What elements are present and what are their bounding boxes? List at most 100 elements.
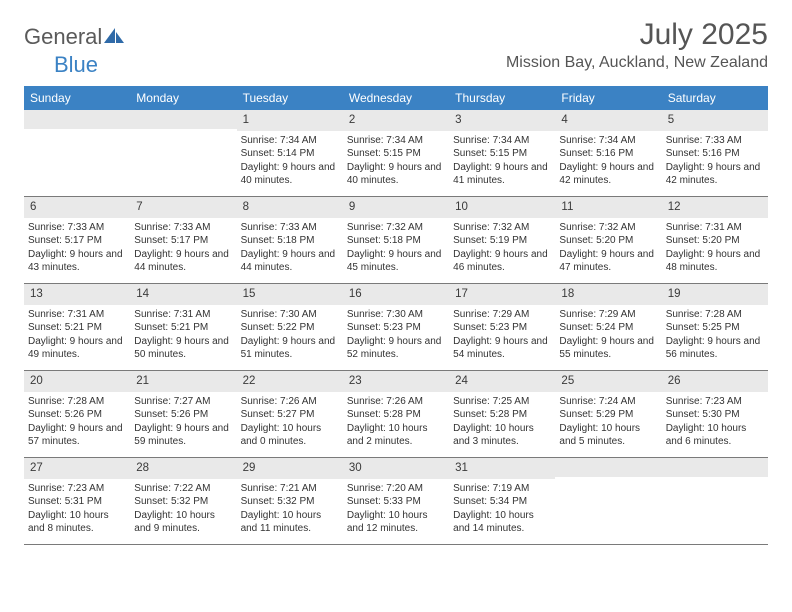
sunrise-text: Sunrise: 7:32 AM	[453, 221, 551, 235]
day-cell: 8Sunrise: 7:33 AMSunset: 5:18 PMDaylight…	[237, 197, 343, 283]
day-number: 29	[237, 458, 343, 479]
daylight-text: Daylight: 10 hours and 9 minutes.	[134, 509, 232, 536]
sunset-text: Sunset: 5:19 PM	[453, 234, 551, 248]
sunset-text: Sunset: 5:26 PM	[28, 408, 126, 422]
day-cell: 4Sunrise: 7:34 AMSunset: 5:16 PMDaylight…	[555, 110, 661, 196]
week-row: 1Sunrise: 7:34 AMSunset: 5:14 PMDaylight…	[24, 110, 768, 197]
weekday-header: Sunday Monday Tuesday Wednesday Thursday…	[24, 86, 768, 110]
daylight-text: Daylight: 9 hours and 48 minutes.	[666, 248, 764, 275]
sunrise-text: Sunrise: 7:25 AM	[453, 395, 551, 409]
day-cell: 18Sunrise: 7:29 AMSunset: 5:24 PMDayligh…	[555, 284, 661, 370]
sunset-text: Sunset: 5:31 PM	[28, 495, 126, 509]
sunrise-text: Sunrise: 7:30 AM	[241, 308, 339, 322]
day-cell: 28 Sunrise: 7:22 AMSunset: 5:32 PMDayligh…	[130, 458, 236, 544]
daylight-text: Daylight: 10 hours and 8 minutes.	[28, 509, 126, 536]
day-number: 3	[449, 110, 555, 131]
day-cell: 1Sunrise: 7:34 AMSunset: 5:14 PMDaylight…	[237, 110, 343, 196]
daylight-text: Daylight: 9 hours and 50 minutes.	[134, 335, 232, 362]
logo: General	[24, 18, 124, 50]
day-cell: 21Sunrise: 7:27 AMSunset: 5:26 PMDayligh…	[130, 371, 236, 457]
day-cell: 29Sunrise: 7:21 AMSunset: 5:32 PMDayligh…	[237, 458, 343, 544]
sunrise-text: Sunrise: 7:28 AM	[28, 395, 126, 409]
sunset-text: Sunset: 5:32 PM	[134, 495, 232, 509]
day-cell: 14Sunrise: 7:31 AMSunset: 5:21 PMDayligh…	[130, 284, 236, 370]
location-text: Mission Bay, Auckland, New Zealand	[506, 54, 768, 72]
day-number	[130, 110, 236, 129]
sunrise-text: Sunrise: 7:31 AM	[666, 221, 764, 235]
daylight-text: Daylight: 9 hours and 55 minutes.	[559, 335, 657, 362]
day-cell: 3Sunrise: 7:34 AMSunset: 5:15 PMDaylight…	[449, 110, 555, 196]
daylight-text: Daylight: 9 hours and 42 minutes.	[666, 161, 764, 188]
sunrise-text: Sunrise: 7:29 AM	[453, 308, 551, 322]
sunrise-text: Sunrise: 7:33 AM	[28, 221, 126, 235]
calendar-page: General July 2025 Mission Bay, Auckland,…	[0, 0, 792, 545]
day-cell: 25Sunrise: 7:24 AMSunset: 5:29 PMDayligh…	[555, 371, 661, 457]
sunset-text: Sunset: 5:34 PM	[453, 495, 551, 509]
logo-text-blue: Blue	[54, 52, 98, 77]
day-number: 31	[449, 458, 555, 479]
weekday-label: Friday	[555, 86, 661, 110]
day-number: 15	[237, 284, 343, 305]
sunrise-text: Sunrise: 7:31 AM	[28, 308, 126, 322]
sunrise-text: Sunrise: 7:22 AM	[134, 482, 232, 496]
logo-sail-icon	[104, 24, 124, 50]
title-block: July 2025 Mission Bay, Auckland, New Zea…	[506, 18, 768, 72]
daylight-text: Daylight: 9 hours and 42 minutes.	[559, 161, 657, 188]
daylight-text: Daylight: 9 hours and 45 minutes.	[347, 248, 445, 275]
daylight-text: Daylight: 9 hours and 51 minutes.	[241, 335, 339, 362]
sunrise-text: Sunrise: 7:31 AM	[134, 308, 232, 322]
day-cell: 16Sunrise: 7:30 AMSunset: 5:23 PMDayligh…	[343, 284, 449, 370]
sunrise-text: Sunrise: 7:27 AM	[134, 395, 232, 409]
day-cell: 20Sunrise: 7:28 AMSunset: 5:26 PMDayligh…	[24, 371, 130, 457]
daylight-text: Daylight: 9 hours and 41 minutes.	[453, 161, 551, 188]
daylight-text: Daylight: 10 hours and 0 minutes.	[241, 422, 339, 449]
sunset-text: Sunset: 5:14 PM	[241, 147, 339, 161]
sunset-text: Sunset: 5:18 PM	[241, 234, 339, 248]
day-number: 23	[343, 371, 449, 392]
day-number: 2	[343, 110, 449, 131]
sunrise-text: Sunrise: 7:33 AM	[241, 221, 339, 235]
day-number: 6	[24, 197, 130, 218]
sunset-text: Sunset: 5:15 PM	[347, 147, 445, 161]
day-cell: 24Sunrise: 7:25 AMSunset: 5:28 PMDayligh…	[449, 371, 555, 457]
day-number: 22	[237, 371, 343, 392]
week-row: 6Sunrise: 7:33 AMSunset: 5:17 PMDaylight…	[24, 197, 768, 284]
sunrise-text: Sunrise: 7:34 AM	[241, 134, 339, 148]
sunrise-text: Sunrise: 7:19 AM	[453, 482, 551, 496]
daylight-text: Daylight: 9 hours and 44 minutes.	[134, 248, 232, 275]
day-cell	[555, 458, 661, 544]
weeks-container: 1Sunrise: 7:34 AMSunset: 5:14 PMDaylight…	[24, 110, 768, 545]
day-number	[24, 110, 130, 129]
day-cell: 2 Sunrise: 7:34 AMSunset: 5:15 PMDaylight…	[343, 110, 449, 196]
day-number: 12	[662, 197, 768, 218]
daylight-text: Daylight: 9 hours and 43 minutes.	[28, 248, 126, 275]
day-cell: 12 Sunrise: 7:31 AMSunset: 5:20 PMDayligh…	[662, 197, 768, 283]
day-cell: 22Sunrise: 7:26 AMSunset: 5:27 PMDayligh…	[237, 371, 343, 457]
sunset-text: Sunset: 5:30 PM	[666, 408, 764, 422]
sunset-text: Sunset: 5:28 PM	[347, 408, 445, 422]
day-number: 10	[449, 197, 555, 218]
week-row: 27Sunrise: 7:23 AMSunset: 5:31 PMDayligh…	[24, 458, 768, 545]
sunset-text: Sunset: 5:20 PM	[666, 234, 764, 248]
daylight-text: Daylight: 10 hours and 5 minutes.	[559, 422, 657, 449]
day-cell: 15Sunrise: 7:30 AMSunset: 5:22 PMDayligh…	[237, 284, 343, 370]
sunset-text: Sunset: 5:23 PM	[347, 321, 445, 335]
day-number: 11	[555, 197, 661, 218]
daylight-text: Daylight: 9 hours and 46 minutes.	[453, 248, 551, 275]
daylight-text: Daylight: 10 hours and 6 minutes.	[666, 422, 764, 449]
day-cell: 19Sunrise: 7:28 AMSunset: 5:25 PMDayligh…	[662, 284, 768, 370]
sunset-text: Sunset: 5:20 PM	[559, 234, 657, 248]
sunrise-text: Sunrise: 7:34 AM	[347, 134, 445, 148]
day-number: 18	[555, 284, 661, 305]
sunrise-text: Sunrise: 7:32 AM	[559, 221, 657, 235]
day-cell	[662, 458, 768, 544]
day-number: 26	[662, 371, 768, 392]
sunrise-text: Sunrise: 7:33 AM	[134, 221, 232, 235]
daylight-text: Daylight: 9 hours and 40 minutes.	[347, 161, 445, 188]
day-number	[662, 458, 768, 477]
weekday-label: Thursday	[449, 86, 555, 110]
sunrise-text: Sunrise: 7:34 AM	[453, 134, 551, 148]
day-number: 28	[130, 458, 236, 479]
daylight-text: Daylight: 9 hours and 57 minutes.	[28, 422, 126, 449]
day-number: 4	[555, 110, 661, 131]
